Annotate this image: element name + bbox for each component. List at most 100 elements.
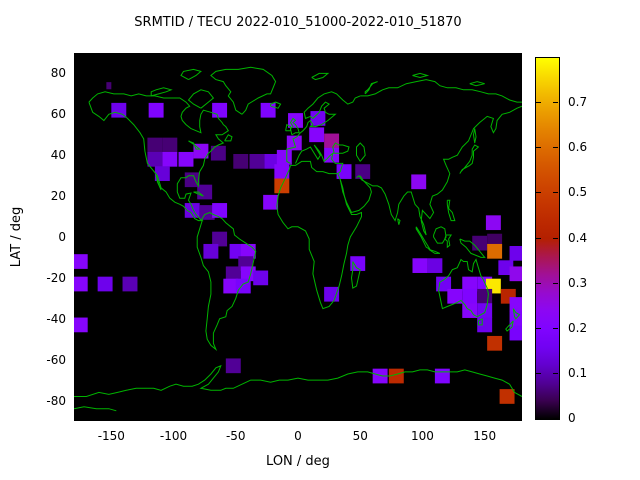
y-tick-label: -80: [46, 393, 66, 408]
heatmap-cell: [148, 102, 164, 118]
heatmap-cell: [310, 111, 326, 126]
colorbar-tick-label: 0.1: [568, 365, 588, 380]
coastline-path: [193, 191, 204, 197]
coastline-path: [155, 173, 162, 191]
colorbar-tick-mark: [536, 147, 541, 148]
y-tick-label: 20: [50, 189, 66, 204]
heatmap-cell: [336, 164, 352, 179]
heatmap-cell: [477, 288, 493, 304]
y-tick-label: 40: [50, 148, 66, 163]
heatmap-cell: [436, 276, 452, 292]
coastline-path: [74, 406, 117, 412]
heatmap-cell: [210, 145, 226, 161]
colorbar-tick-mark: [553, 102, 558, 103]
heatmap-cell: [462, 276, 478, 292]
coastline-path: [180, 68, 202, 81]
coastline-path: [224, 134, 233, 142]
heatmap-cell: [485, 215, 501, 231]
coastline-path: [459, 144, 480, 174]
colorbar-tick-label: 0.3: [568, 275, 588, 290]
heatmap-cell: [223, 278, 239, 294]
heatmap-cell: [212, 102, 228, 118]
colorbar-tick-label: 0.2: [568, 320, 588, 335]
colorbar-tick-mark: [536, 283, 541, 284]
coastline-path: [428, 248, 441, 254]
heatmap-cell: [477, 317, 493, 333]
heatmap-cell: [499, 389, 515, 404]
coastline-path: [188, 140, 202, 150]
colorbar-tick-mark: [536, 328, 541, 329]
heatmap-cell: [154, 166, 170, 181]
heatmap-cell: [324, 286, 340, 302]
colorbar-tick-mark: [536, 192, 541, 193]
heatmap-cell: [324, 133, 340, 149]
coastline-path: [150, 87, 173, 97]
coastline-path: [446, 199, 456, 222]
colorbar-tick-mark: [536, 238, 541, 239]
heatmap-cell: [309, 127, 325, 143]
y-tick-label: -60: [46, 352, 66, 367]
coastline-path: [360, 79, 522, 103]
coastline-path: [397, 218, 401, 225]
coastline-path: [472, 128, 477, 144]
coastline-path: [210, 66, 277, 115]
heatmap-cell: [324, 147, 340, 163]
coastline-path: [289, 117, 300, 136]
heatmap-cell: [162, 137, 178, 153]
heatmap-cell: [106, 82, 112, 90]
heatmap-cell: [203, 243, 219, 259]
coastline-path: [311, 72, 330, 81]
chart-title: SRMTID / TECU 2022-010_51000-2022-010_51…: [134, 15, 462, 30]
coastline-path: [469, 81, 485, 87]
coastline-path: [270, 101, 282, 109]
heatmap-cell: [147, 137, 163, 153]
coastline-path: [512, 308, 521, 320]
heatmap-cell: [260, 102, 276, 118]
colorbar-tick-mark: [553, 373, 558, 374]
heatmap-cell: [122, 276, 138, 292]
coastline-path: [276, 160, 362, 310]
coastline-path: [477, 317, 483, 326]
colorbar-tick-mark: [553, 328, 558, 329]
heatmap-cell: [350, 256, 366, 271]
x-axis-label: LON / deg: [266, 454, 330, 469]
coastline-path: [339, 175, 372, 214]
heatmap-cell: [509, 297, 522, 312]
heatmap-cell: [212, 231, 228, 247]
y-tick-label: -40: [46, 311, 66, 326]
heatmap-cell: [197, 184, 213, 200]
heatmap-cell: [372, 368, 388, 384]
heatmap-cell: [411, 174, 427, 190]
heatmap-cell: [434, 368, 450, 384]
y-tick-label: -20: [46, 270, 66, 285]
coastline-path: [74, 364, 522, 397]
coastline-path: [438, 258, 489, 318]
colorbar-tick-label: 0.4: [568, 230, 588, 245]
x-tick-label: 50: [352, 429, 368, 443]
heatmap-cell: [74, 317, 88, 333]
colorbar-tick-mark: [553, 192, 558, 193]
heatmap-cell: [253, 270, 269, 286]
heatmap-cell: [178, 151, 194, 167]
coastline-path: [331, 153, 344, 174]
heatmap-cell: [412, 258, 428, 273]
coastline-path: [459, 238, 486, 258]
colorbar-tick-label: 0: [568, 411, 576, 425]
heatmap-cell: [233, 153, 249, 169]
map-background: [74, 53, 522, 421]
y-tick-label: 80: [50, 66, 66, 81]
coastline-path: [295, 142, 350, 164]
colorbar-tick-label: 0.6: [568, 140, 588, 155]
heatmap-cell: [212, 203, 228, 218]
colorbar-tick-mark: [553, 147, 558, 148]
heatmap-cell: [74, 276, 88, 292]
y-tick-label: 0: [58, 230, 66, 244]
colorbar-tick-mark: [536, 373, 541, 374]
colorbar-tick-label: 0.5: [568, 185, 588, 200]
colorbar-tick-mark: [553, 238, 558, 239]
y-axis-label: LAT / deg: [9, 206, 24, 268]
coastline-path: [196, 211, 257, 351]
x-tick-label: -100: [159, 429, 188, 443]
